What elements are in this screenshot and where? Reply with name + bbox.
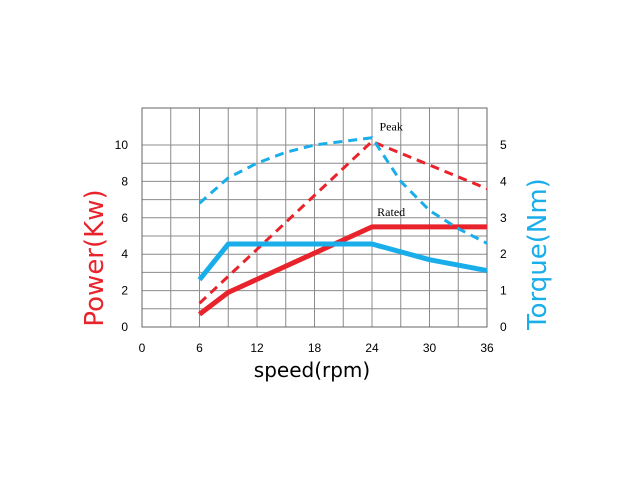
y-left-tick-label: 8 bbox=[121, 174, 128, 188]
torque-dashed-line bbox=[198, 136, 488, 245]
series-layer bbox=[197, 136, 488, 317]
y-axis-right-label: Torque(Nm) bbox=[523, 178, 553, 331]
x-tick-label: 30 bbox=[423, 341, 437, 355]
y-left-tick-label: 0 bbox=[121, 320, 128, 334]
plot-frame bbox=[141, 107, 488, 328]
x-tick-label: 24 bbox=[365, 341, 379, 355]
x-tick-label: 6 bbox=[196, 341, 203, 355]
torque-solid-line bbox=[197, 241, 488, 282]
power-dashed-line bbox=[198, 139, 488, 305]
annotation-layer: Peak Rated bbox=[377, 119, 405, 219]
y-right-tick-label: 2 bbox=[500, 247, 507, 261]
y-right-tick-label: 5 bbox=[500, 138, 507, 152]
x-tick-label: 18 bbox=[308, 341, 322, 355]
y-right-tick-label: 3 bbox=[500, 211, 507, 225]
y-left-tick-label: 2 bbox=[121, 284, 128, 298]
grid-layer bbox=[141, 107, 488, 328]
x-tick-label: 36 bbox=[480, 341, 494, 355]
y-left-tick-label: 10 bbox=[115, 138, 129, 152]
y-axis-left-label: Power(Kw) bbox=[80, 189, 110, 326]
y-left-tick-label: 6 bbox=[121, 211, 128, 225]
y-right-tick-label: 4 bbox=[500, 174, 507, 188]
annotation-rated: Rated bbox=[377, 205, 405, 219]
y-left-tick-label: 4 bbox=[121, 247, 128, 261]
y-right-tick-label: 0 bbox=[500, 320, 507, 334]
y-right-tick-label: 1 bbox=[500, 284, 507, 298]
x-axis-label: speed(rpm) bbox=[254, 358, 370, 382]
power-solid-line bbox=[197, 224, 487, 317]
x-tick-label: 0 bbox=[139, 341, 146, 355]
x-tick-label: 12 bbox=[250, 341, 264, 355]
annotation-peak: Peak bbox=[380, 119, 403, 133]
